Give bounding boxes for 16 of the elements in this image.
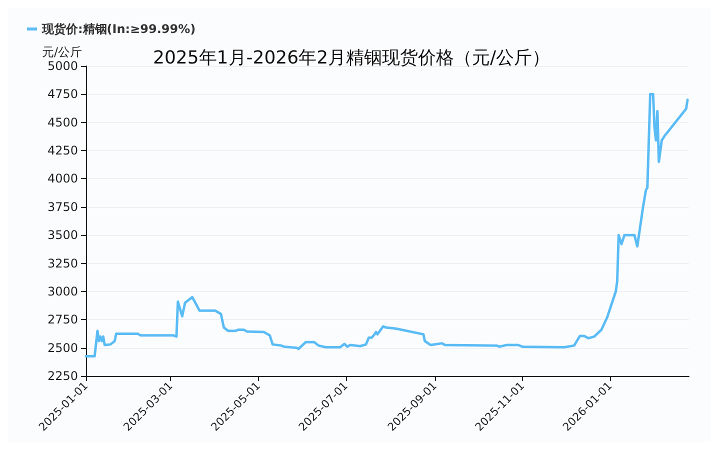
y-tick-label: 3500 bbox=[47, 228, 78, 242]
y-axis-title: 元/公斤 bbox=[42, 45, 82, 59]
y-tick-label: 4250 bbox=[47, 144, 78, 158]
chart-title: 2025年1月-2026年2月精铟现货价格（元/公斤） bbox=[153, 48, 550, 68]
y-tick-label: 2750 bbox=[47, 312, 78, 327]
legend-label: 现货价:精铟(In:≥99.99%) bbox=[41, 22, 196, 36]
y-tick-label: 3000 bbox=[47, 284, 78, 298]
y-tick-label: 2250 bbox=[47, 369, 78, 383]
y-tick-label: 4500 bbox=[47, 115, 78, 130]
y-tick-label: 4000 bbox=[47, 172, 78, 186]
y-tick-label: 4750 bbox=[47, 87, 78, 102]
y-tick-label: 3250 bbox=[47, 256, 78, 270]
y-tick-label: 2500 bbox=[47, 340, 78, 355]
line-series bbox=[84, 92, 689, 358]
y-tick-label: 5000 bbox=[47, 59, 78, 73]
y-tick-label: 3750 bbox=[47, 200, 78, 214]
